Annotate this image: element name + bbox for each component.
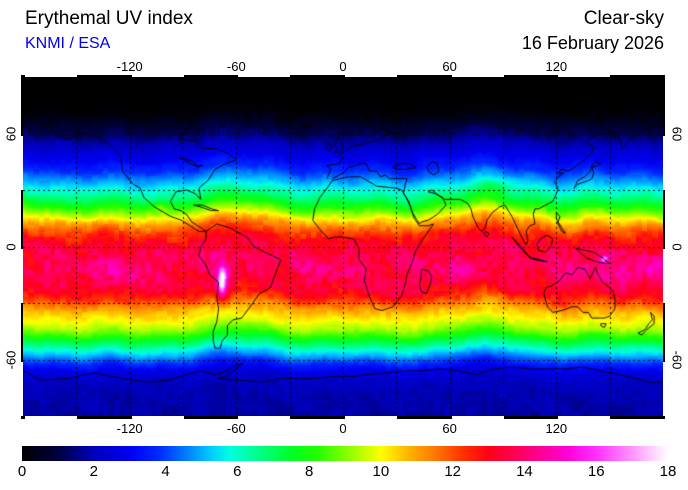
source-credit: KNMI / ESA: [25, 35, 111, 52]
colorbar-tick-label: 4: [161, 463, 170, 480]
world-map-frame: [21, 75, 665, 419]
frame-gap-right: [663, 248, 665, 303]
frame-gap-bottom: [345, 416, 397, 419]
frame-gap-left: [21, 135, 23, 190]
lon-tick-label-top: 0: [339, 59, 347, 74]
header-left: Erythemal UV index KNMI / ESA: [25, 8, 193, 53]
frame-gap-bottom: [451, 416, 504, 419]
frame-gap-bottom: [558, 416, 611, 419]
lat-tick-label-right: 60: [669, 126, 685, 141]
frame-gap-bottom: [131, 416, 184, 419]
frame-gap-top: [238, 75, 291, 77]
lon-tick-label-bottom: 120: [545, 421, 568, 436]
lon-tick-label-bottom: 0: [339, 421, 347, 436]
frame-gap-left: [21, 361, 23, 416]
colorbar-tick-label: 0: [17, 463, 27, 480]
frame-gap-top: [558, 75, 611, 77]
colorbar-tick-label: 14: [516, 463, 533, 480]
lon-tick-label-bottom: -120: [116, 421, 143, 436]
sky-condition: Clear-sky: [583, 8, 664, 29]
frame-gap-bottom: [25, 416, 77, 419]
colorbar-tick-label: 6: [233, 463, 242, 480]
colorbar-tick-label: 12: [444, 463, 461, 480]
lon-tick-label-top: 120: [545, 59, 568, 74]
uv-heatmap-canvas: [23, 77, 663, 416]
frame-gap-top: [345, 75, 397, 77]
forecast-date: 16 February 2026: [521, 33, 664, 53]
lon-tick-label-top: 60: [442, 59, 457, 74]
frame-gap-bottom: [238, 416, 291, 419]
lat-tick-label-right: -60: [669, 350, 685, 369]
lat-tick-label-left: -60: [3, 350, 19, 369]
lon-tick-label-top: -120: [116, 59, 143, 74]
frame-gap-top: [451, 75, 504, 77]
colorbar: [22, 446, 668, 461]
frame-gap-right: [663, 361, 665, 416]
lon-tick-label-bottom: -60: [226, 421, 246, 436]
colorbar-tick-label: 2: [89, 463, 98, 480]
lat-tick-label-left: 60: [3, 126, 19, 141]
lat-tick-label-right: 0: [669, 242, 685, 251]
colorbar-tick-label: 8: [304, 463, 314, 480]
header-right: Clear-sky 16 February 2026: [522, 8, 664, 53]
colorbar-tick-label: 16: [587, 463, 605, 480]
lat-tick-label-left: 0: [3, 242, 19, 251]
page-title: Erythemal UV index: [25, 8, 193, 29]
frame-gap-top: [131, 75, 184, 77]
colorbar-tick-label: 18: [659, 463, 677, 480]
lon-tick-label-bottom: 60: [442, 421, 457, 436]
colorbar-tick-label: 10: [372, 463, 390, 480]
frame-gap-left: [21, 248, 23, 303]
lon-tick-label-top: -60: [226, 59, 246, 74]
frame-gap-top: [25, 75, 77, 77]
frame-gap-right: [663, 135, 665, 190]
